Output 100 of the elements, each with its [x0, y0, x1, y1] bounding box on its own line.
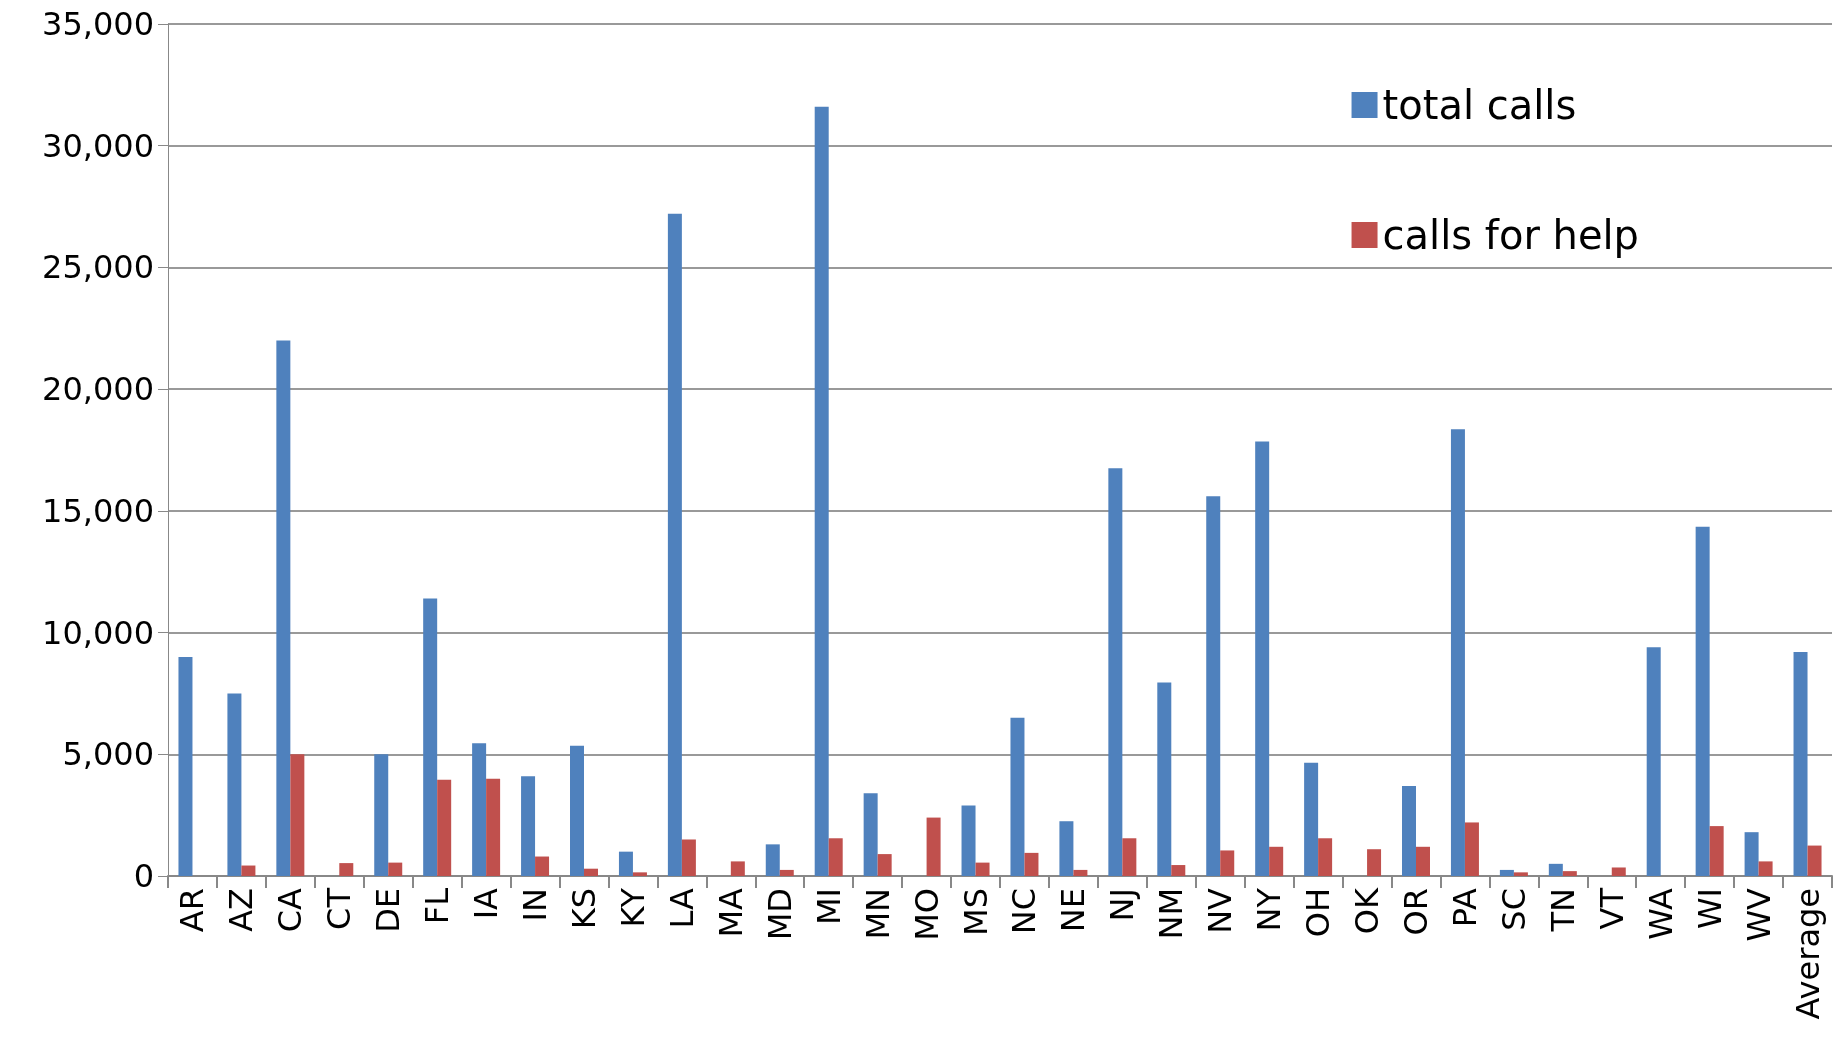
x-tick-label: OK: [1348, 886, 1387, 935]
x-tick-label: OR: [1397, 888, 1435, 936]
bar: [241, 865, 256, 876]
bar: [570, 745, 584, 876]
bar: [1206, 496, 1221, 876]
x-tick-label: DE: [369, 888, 408, 933]
bar: [814, 106, 829, 876]
bar: [1499, 869, 1514, 876]
bar: [1464, 822, 1479, 876]
bar: [1548, 863, 1563, 876]
bar: [877, 854, 892, 876]
x-tick-label: CA: [271, 887, 310, 933]
bar: [1024, 852, 1039, 876]
legend-label: total calls: [1382, 82, 1577, 128]
bar: [472, 743, 487, 876]
x-tick-label: LA: [662, 887, 701, 929]
y-tick-label: 35,000: [42, 5, 154, 43]
x-tick-label: NJ: [1103, 888, 1142, 922]
x-tick-label: MA: [711, 887, 750, 938]
bar: [1010, 717, 1025, 876]
x-tick-label: IA: [467, 887, 506, 920]
bar: [863, 793, 878, 876]
bar: [374, 754, 389, 876]
bar: [1304, 762, 1319, 876]
bar: [388, 862, 403, 876]
x-tick-label: WV: [1739, 887, 1778, 942]
bar: [779, 869, 794, 876]
bar: [1157, 682, 1172, 876]
bar: [1646, 647, 1661, 876]
bar: [667, 213, 682, 876]
bar: [632, 872, 647, 876]
x-tick-label: AZ: [222, 888, 261, 932]
x-tick-label: VT: [1592, 887, 1631, 930]
x-tick-label: NE: [1054, 888, 1093, 933]
x-tick-label: MS: [956, 888, 995, 936]
bar: [1318, 838, 1333, 876]
bar: [681, 839, 696, 876]
bar: [1269, 846, 1284, 876]
x-tick-label: WI: [1690, 888, 1729, 930]
bar: [1122, 838, 1137, 876]
bar: [339, 863, 354, 876]
bar: [1611, 867, 1626, 876]
bar: [1450, 429, 1465, 876]
bar: [1402, 785, 1416, 876]
x-tick-label: IN: [516, 888, 555, 922]
bar: [975, 862, 990, 876]
bar: [178, 656, 193, 876]
x-tick-label: TN: [1543, 888, 1582, 933]
x-tick-label: KS: [565, 888, 603, 930]
bar: [1758, 861, 1773, 876]
y-tick-label: 15,000: [42, 491, 154, 530]
x-tick-label: PA: [1445, 887, 1484, 928]
y-tick-label: 0: [133, 857, 154, 895]
x-tick-label: WA: [1641, 887, 1680, 940]
bar: [730, 861, 745, 876]
bar: [423, 598, 438, 876]
bar: [618, 851, 633, 876]
x-tick-label: FL: [418, 887, 457, 925]
bar: [535, 856, 550, 876]
y-tick-label: 10,000: [42, 613, 154, 652]
bar: [828, 838, 843, 876]
x-tick-label: MO: [907, 888, 946, 941]
bar: [227, 693, 242, 876]
bar: [521, 776, 536, 876]
bar: [1220, 850, 1235, 876]
x-tick-label: NC: [1005, 888, 1044, 935]
x-tick-label: NM: [1152, 888, 1191, 940]
bar: [1744, 832, 1759, 876]
x-tick-label: OH: [1299, 888, 1338, 938]
legend-label: calls for help: [1382, 212, 1639, 258]
bar: [1709, 826, 1724, 876]
x-tick-label: MD: [760, 888, 799, 941]
bar: [1513, 872, 1528, 876]
bar: [1562, 871, 1577, 876]
y-tick-label: 25,000: [42, 248, 154, 287]
bar: [765, 844, 780, 876]
bar: [1073, 869, 1088, 876]
bar: [1255, 441, 1270, 876]
y-tick-label: 30,000: [42, 126, 154, 165]
x-tick-label: NY: [1250, 887, 1289, 932]
bar: [1367, 849, 1382, 876]
bar: [437, 779, 452, 876]
x-tick-label: MN: [858, 888, 897, 940]
bar: [486, 778, 501, 876]
bar: [926, 817, 941, 876]
x-tick-label: CT: [320, 887, 359, 930]
bar: [584, 868, 598, 876]
bar: [961, 805, 976, 876]
x-tick-label: KY: [613, 887, 652, 928]
x-tick-label: MI: [809, 888, 848, 926]
x-tick-label: SC: [1494, 888, 1533, 931]
x-tick-label: AR: [173, 888, 212, 933]
y-tick-label: 5,000: [62, 735, 154, 774]
x-tick-label: NV: [1201, 887, 1240, 934]
bar: [1416, 846, 1430, 876]
bar: [1171, 865, 1186, 876]
bar: [1059, 821, 1074, 876]
bar: [1793, 652, 1808, 876]
bar: [1108, 468, 1123, 876]
bar: [1807, 845, 1822, 876]
